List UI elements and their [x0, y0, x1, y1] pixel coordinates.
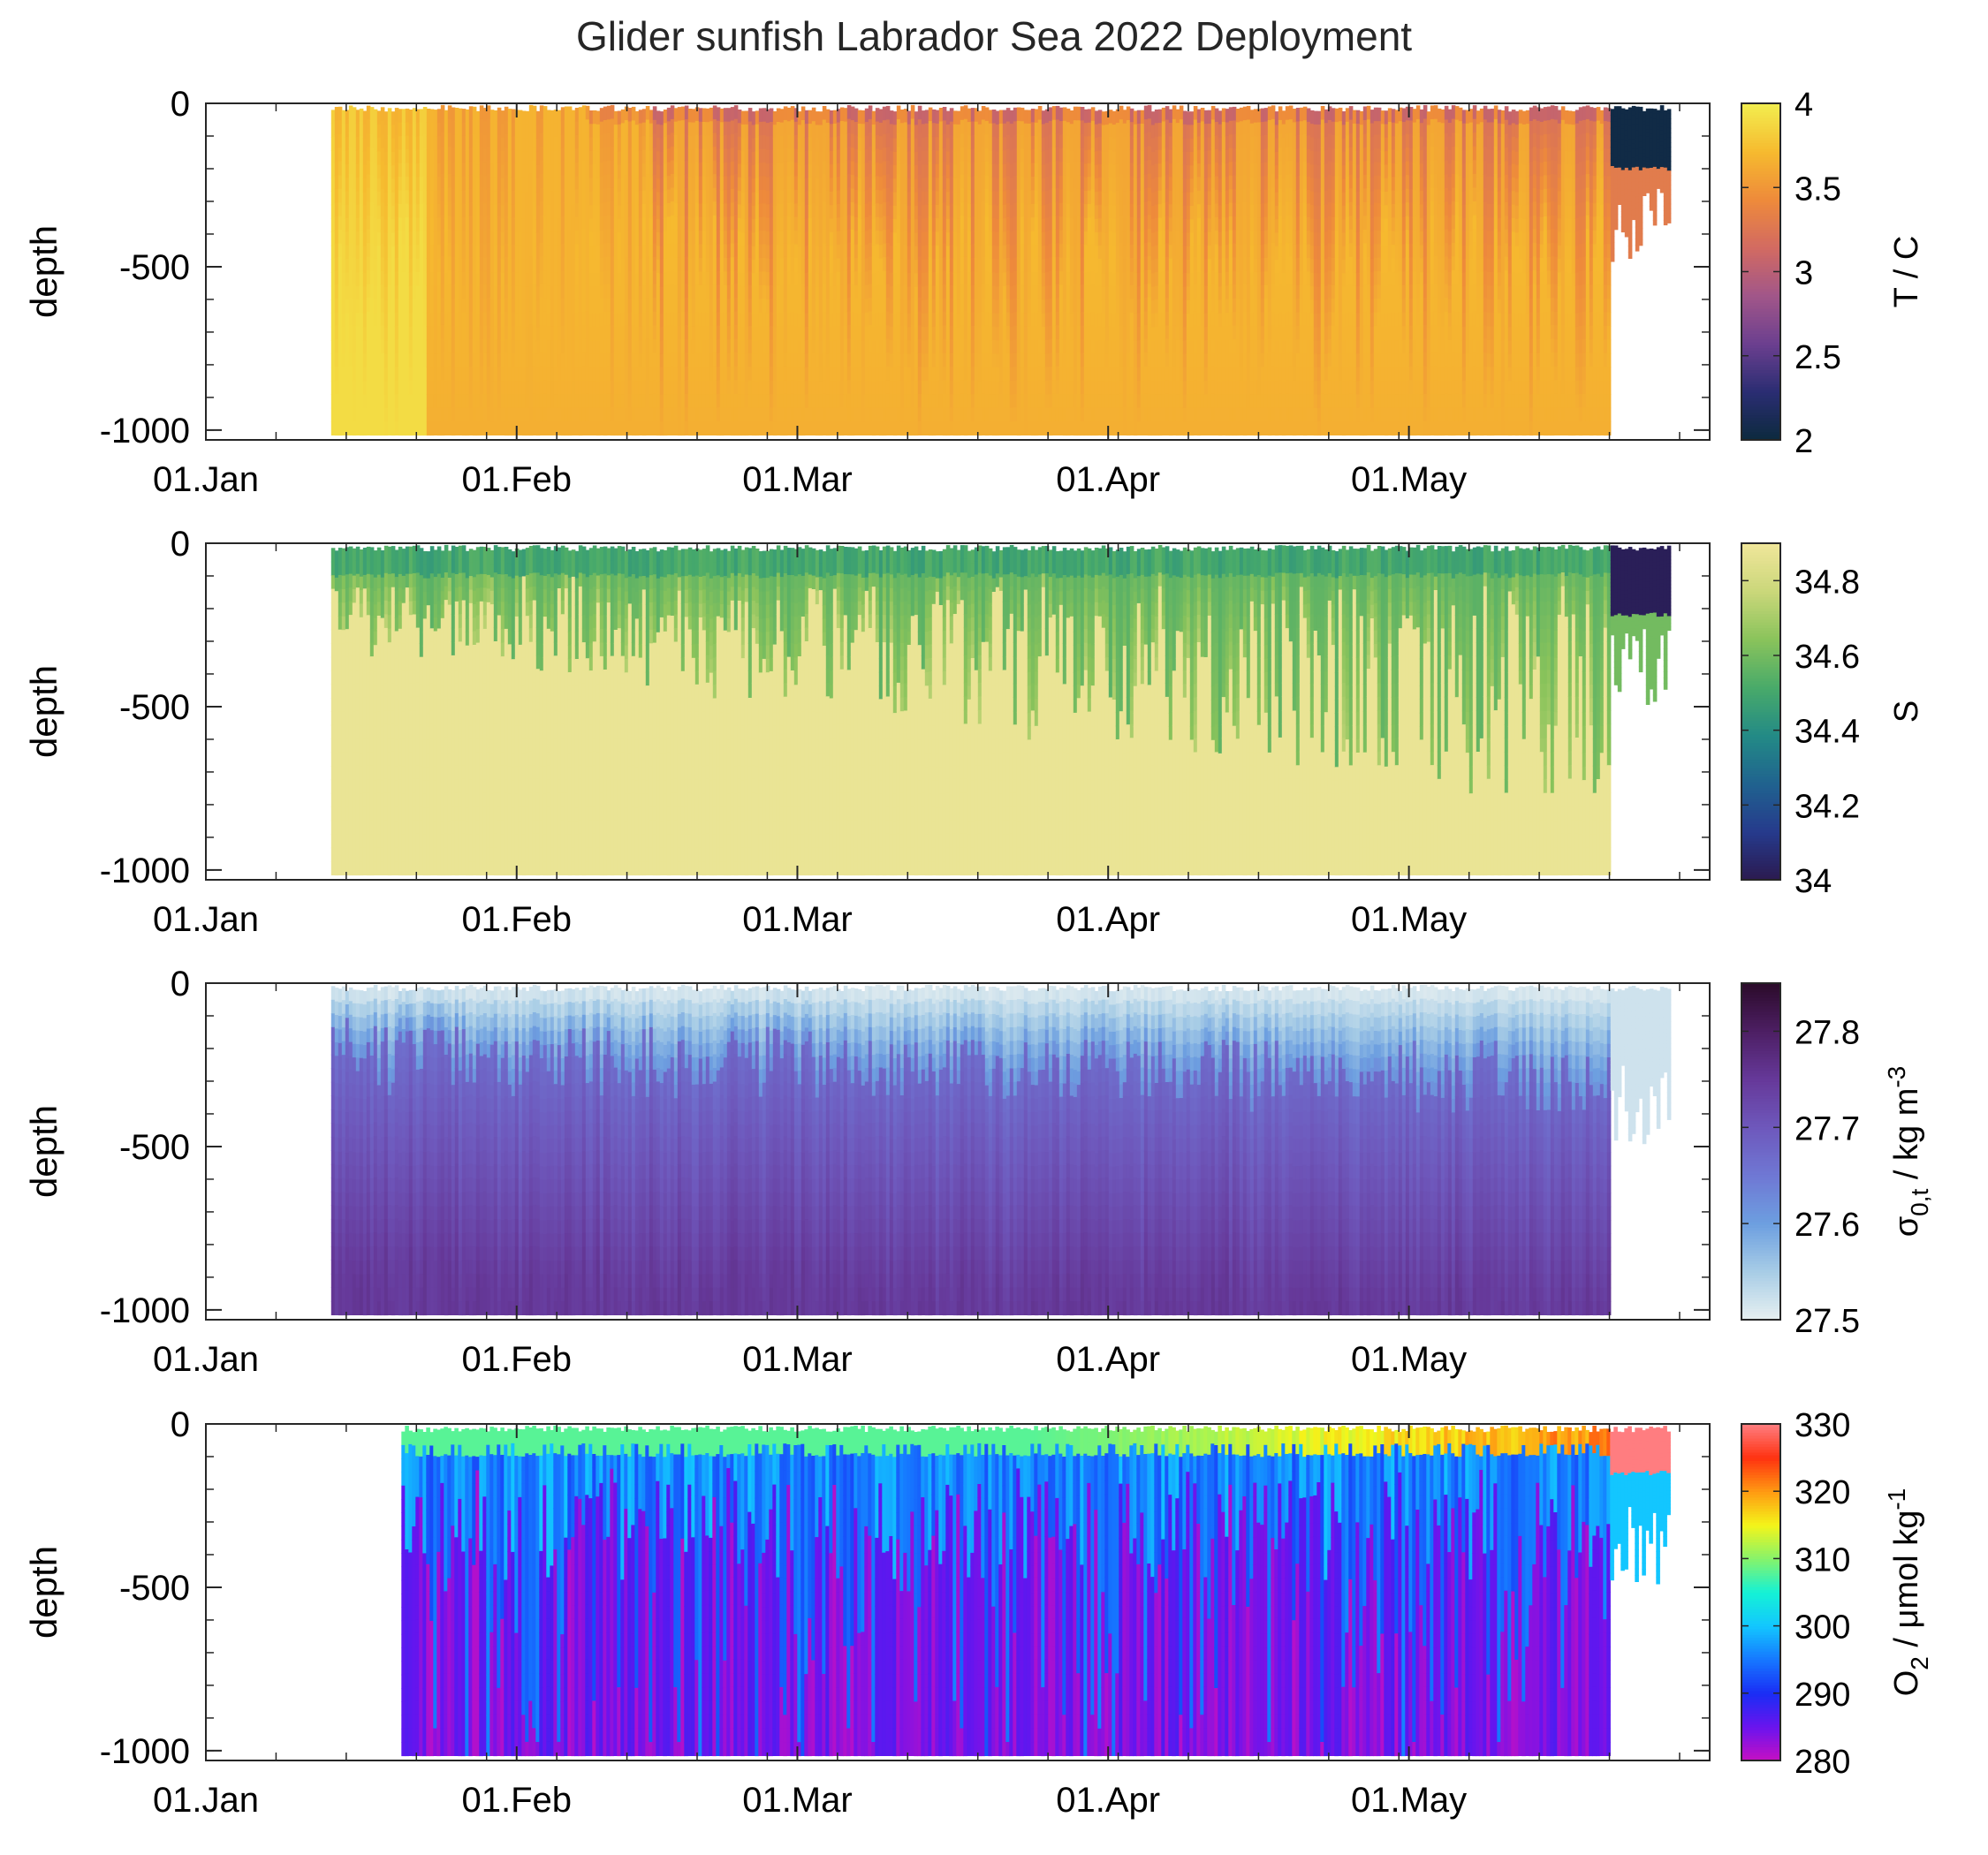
- colorbar: 2 2.5 3 3.5 4 T / C: [1741, 87, 1925, 460]
- y-axis-label: depth: [23, 1546, 64, 1639]
- x-tick-label: 01.Jan: [153, 1340, 259, 1379]
- x-tick-label: 01.May: [1351, 460, 1467, 499]
- x-tick-label: 01.Apr: [1056, 1781, 1160, 1820]
- panel-potential-density-anomaly: 01.Jan 01.Feb 01.Mar 01.Apr 01.May 0 -500 -1000…: [23, 965, 1933, 1379]
- y-tick-label: -1000: [100, 412, 190, 450]
- colorbar-tick-label: 330: [1795, 1407, 1850, 1444]
- x-tick-label: 01.Mar: [742, 900, 853, 939]
- panel-temperature: 01.Jan 01.Feb 01.Mar 01.Apr 01.May 0 -500 -1000…: [23, 85, 1925, 499]
- y-tick-label: -1000: [100, 852, 190, 890]
- colorbar-tick-label: 34.2: [1795, 788, 1860, 825]
- axes-frame: [205, 542, 1711, 881]
- y-axis-label: depth: [23, 665, 64, 758]
- x-tick-label: 01.May: [1351, 900, 1467, 939]
- y-tick-label: 0: [171, 965, 190, 1003]
- y-tick-label: -1000: [100, 1291, 190, 1330]
- colorbar-label: S: [1888, 700, 1925, 723]
- colorbar-tick-label: 300: [1795, 1609, 1850, 1647]
- y-tick-label: 0: [171, 1405, 190, 1444]
- colorbar: 280 290 300 310 320 330 O2 / μmol kg-1: [1741, 1407, 1933, 1781]
- axes-frame: [205, 102, 1711, 441]
- x-tick-label: 01.Mar: [742, 1781, 853, 1820]
- x-tick-label: 01.Jan: [153, 460, 259, 499]
- colorbar-tick-label: 27.6: [1795, 1207, 1860, 1244]
- colorbar-tick-label: 2: [1795, 423, 1813, 460]
- colorbar-tick-label: 3: [1795, 255, 1813, 292]
- heatmap: [330, 984, 1672, 1316]
- x-tick-label: 01.Apr: [1056, 900, 1160, 939]
- x-tick-label: 01.Mar: [742, 1340, 853, 1379]
- x-tick-label: 01.Apr: [1056, 460, 1160, 499]
- x-tick-label: 01.May: [1351, 1781, 1467, 1820]
- x-tick-label: 01.May: [1351, 1340, 1467, 1379]
- colorbar-tick-label: 4: [1795, 87, 1813, 124]
- colorbar-tick-label: 27.5: [1795, 1303, 1860, 1340]
- x-tick-label: 01.Feb: [461, 1781, 572, 1820]
- colorbar-tick-label: 34.8: [1795, 564, 1860, 601]
- x-tick-label: 01.Apr: [1056, 1340, 1160, 1379]
- x-tick-label: 01.Feb: [461, 900, 572, 939]
- colorbar-frame: [1741, 1423, 1781, 1761]
- x-tick-label: 01.Mar: [742, 460, 853, 499]
- y-axis-label: depth: [23, 225, 64, 318]
- colorbar-tick-label: 310: [1795, 1541, 1850, 1579]
- figure-title: Glider sunfish Labrador Sea 2022 Deploym…: [0, 12, 1988, 60]
- y-tick-label: 0: [171, 525, 190, 564]
- colorbar-label: T / C: [1888, 236, 1925, 308]
- colorbar-frame: [1741, 982, 1781, 1321]
- y-tick-label: -500: [119, 248, 190, 287]
- axes-frame: [205, 1423, 1711, 1761]
- colorbar-label: σ0,t / kg m-3: [1883, 1066, 1933, 1238]
- axes-frame: [205, 982, 1711, 1321]
- x-tick-label: 01.Feb: [461, 460, 572, 499]
- colorbar-tick-label: 34.4: [1795, 714, 1860, 751]
- y-tick-label: -500: [119, 1128, 190, 1167]
- panel-oxygen: 01.Jan 01.Feb 01.Mar 01.Apr 01.May 0 -500 -1000…: [23, 1405, 1933, 1820]
- y-tick-label: -1000: [100, 1732, 190, 1771]
- colorbar-tick-label: 320: [1795, 1474, 1850, 1511]
- x-tick-label: 01.Jan: [153, 900, 259, 939]
- colorbar-tick-label: 27.7: [1795, 1110, 1860, 1147]
- colorbar-label: O2 / μmol kg-1: [1883, 1488, 1933, 1697]
- panel-salinity: 01.Jan 01.Feb 01.Mar 01.Apr 01.May 0 -500 -1000…: [23, 525, 1925, 939]
- colorbar-tick-label: 2.5: [1795, 339, 1841, 376]
- heatmap: [330, 104, 1672, 436]
- x-tick-label: 01.Jan: [153, 1781, 259, 1820]
- heatmap: [401, 1425, 1671, 1757]
- colorbar-tick-label: 34: [1795, 863, 1832, 900]
- colorbar-tick-label: 27.8: [1795, 1014, 1860, 1051]
- colorbar-tick-label: 280: [1795, 1744, 1850, 1781]
- y-axis-label: depth: [23, 1105, 64, 1198]
- colorbar-tick-label: 34.6: [1795, 639, 1860, 676]
- colorbar-frame: [1741, 542, 1781, 881]
- y-tick-label: -500: [119, 688, 190, 727]
- x-tick-label: 01.Feb: [461, 1340, 572, 1379]
- heatmap: [330, 544, 1672, 876]
- colorbar-tick-label: 290: [1795, 1677, 1850, 1714]
- colorbar: 34 34.2 34.4 34.6 34.8 S: [1741, 542, 1925, 900]
- y-tick-label: -500: [119, 1569, 190, 1608]
- colorbar-tick-label: 3.5: [1795, 170, 1841, 208]
- colorbar: 27.5 27.6 27.7 27.8 σ0,t / kg m-3: [1741, 982, 1933, 1340]
- y-tick-label: 0: [171, 85, 190, 124]
